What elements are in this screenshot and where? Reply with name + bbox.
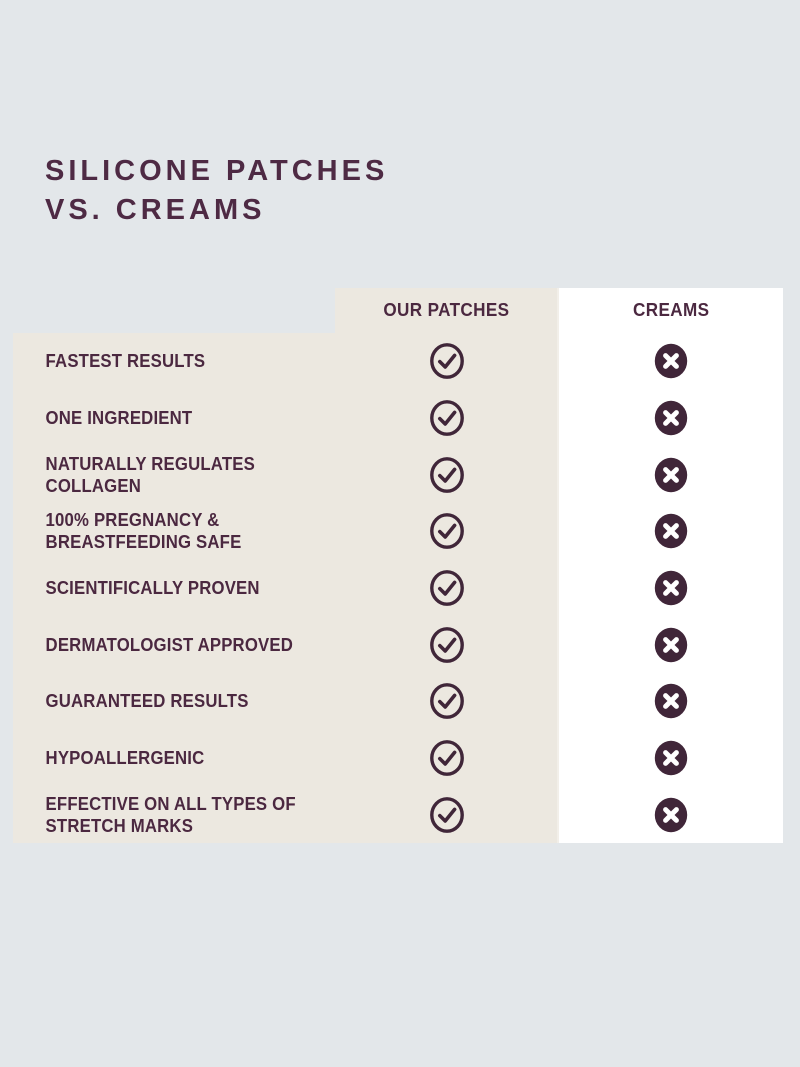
x-circle-icon	[654, 570, 687, 606]
x-circle-icon	[654, 797, 687, 832]
column-header-patches: OUR PATCHES	[335, 288, 557, 333]
patches-cell	[335, 456, 558, 493]
creams-cell	[558, 570, 783, 606]
comparison-table: FASTEST RESULTS ONE INGREDIENT NATURALLY…	[13, 333, 783, 843]
x-circle-icon	[654, 514, 687, 549]
patches-cell	[335, 796, 558, 833]
x-circle-icon	[654, 457, 687, 492]
check-circle-icon	[429, 400, 464, 436]
patches-column-background	[335, 288, 557, 843]
row-label: 100% PREGNANCY & BREASTFEEDING SAFE	[45, 510, 242, 553]
check-circle-icon	[429, 456, 464, 493]
column-divider	[557, 288, 559, 843]
page-title: SILICONE PATCHES VS. CREAMS	[45, 155, 389, 226]
patches-cell	[335, 400, 558, 436]
x-circle-icon	[654, 627, 687, 662]
check-circle-icon	[429, 513, 464, 550]
row-label: DERMATOLOGIST APPROVED	[45, 634, 294, 655]
table-row: ONE INGREDIENT	[13, 390, 783, 447]
column-header-patches-label: OUR PATCHES	[382, 300, 510, 320]
column-header-creams-label: CREAMS	[632, 300, 710, 320]
row-label: EFFECTIVE ON ALL TYPES OF STRETCH MARKS	[45, 793, 296, 836]
creams-cell	[558, 400, 783, 436]
check-circle-icon	[429, 570, 464, 606]
check-circle-icon	[429, 343, 464, 380]
table-row: NATURALLY REGULATES COLLAGEN	[13, 446, 783, 503]
creams-cell	[558, 343, 783, 379]
row-label: FASTEST RESULTS	[45, 351, 206, 372]
check-circle-icon	[429, 626, 464, 663]
column-header-creams: CREAMS	[559, 288, 783, 333]
creams-cell	[558, 797, 783, 833]
row-label: NATURALLY REGULATES COLLAGEN	[45, 453, 255, 496]
patches-cell	[335, 683, 558, 720]
row-label: GUARANTEED RESULTS	[45, 691, 249, 712]
table-row: 100% PREGNANCY & BREASTFEEDING SAFE	[13, 503, 783, 560]
table-row: DERMATOLOGIST APPROVED	[13, 616, 783, 673]
table-row: SCIENTIFICALLY PROVEN	[13, 560, 783, 617]
creams-cell	[558, 683, 783, 719]
table-row: FASTEST RESULTS	[13, 333, 783, 390]
row-label: SCIENTIFICALLY PROVEN	[45, 578, 260, 599]
patches-cell	[335, 570, 558, 606]
creams-cell	[558, 627, 783, 663]
x-circle-icon	[654, 740, 687, 776]
row-label: ONE INGREDIENT	[45, 408, 193, 428]
patches-cell	[335, 740, 558, 776]
check-circle-icon	[429, 796, 464, 833]
x-circle-icon	[654, 400, 687, 436]
creams-cell	[558, 740, 783, 776]
creams-cell	[558, 457, 783, 493]
table-row: HYPOALLERGENIC	[13, 730, 783, 787]
creams-cell	[558, 513, 783, 549]
x-circle-icon	[654, 684, 687, 719]
patches-cell	[335, 513, 558, 550]
feature-panel-background	[13, 333, 335, 843]
check-circle-icon	[429, 740, 464, 776]
check-circle-icon	[429, 683, 464, 720]
x-circle-icon	[654, 344, 687, 379]
row-label: HYPOALLERGENIC	[45, 748, 205, 769]
table-row: GUARANTEED RESULTS	[13, 673, 783, 730]
table-row: EFFECTIVE ON ALL TYPES OF STRETCH MARKS	[13, 786, 783, 843]
patches-cell	[335, 626, 558, 663]
patches-cell	[335, 343, 558, 380]
